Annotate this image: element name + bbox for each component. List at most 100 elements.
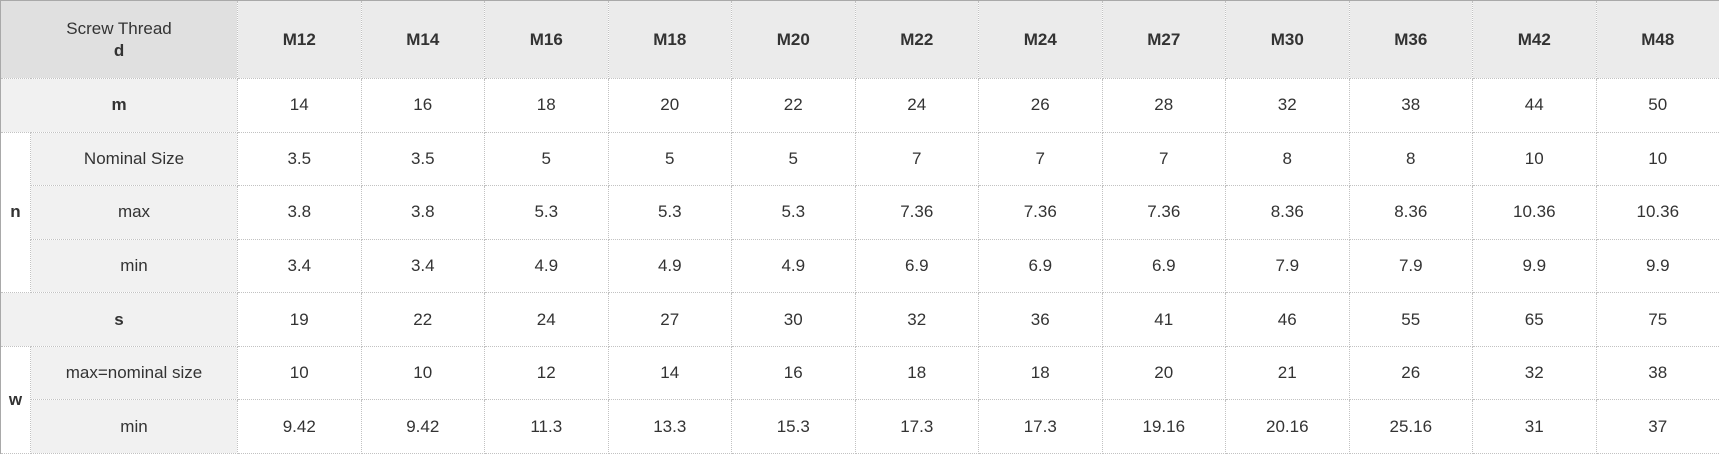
value-cell: 5.3 xyxy=(607,185,733,240)
value-cell: 31 xyxy=(1472,399,1597,454)
value-cell: 8 xyxy=(1348,131,1474,187)
value-cell: 5 xyxy=(731,131,856,187)
value-cell: 22 xyxy=(731,78,856,133)
value-cell: 21 xyxy=(1225,345,1350,401)
value-cell: 50 xyxy=(1595,78,1719,133)
value-cell: 7 xyxy=(854,131,980,187)
value-cell: 38 xyxy=(1348,78,1474,133)
value-cell: 37 xyxy=(1595,399,1719,454)
value-cell: 32 xyxy=(854,292,980,347)
value-cell: 18 xyxy=(978,345,1103,401)
value-cell: 3.8 xyxy=(360,185,486,240)
value-cell: 26 xyxy=(978,78,1103,133)
value-cell: 5 xyxy=(607,131,733,187)
value-cell: 8 xyxy=(1225,131,1350,187)
value-cell: 9.42 xyxy=(360,399,486,454)
value-cell: 20 xyxy=(607,78,733,133)
value-cell: 7 xyxy=(1101,131,1227,187)
value-cell: 7.36 xyxy=(854,185,980,240)
value-cell: 36 xyxy=(978,292,1103,347)
row-label: m xyxy=(0,78,239,133)
value-cell: 6.9 xyxy=(1101,238,1227,294)
column-header-m36: M36 xyxy=(1348,0,1474,79)
value-cell: 7.9 xyxy=(1348,238,1474,294)
value-cell: 20.16 xyxy=(1225,399,1350,454)
value-cell: 25.16 xyxy=(1348,399,1474,454)
value-cell: 14 xyxy=(607,345,733,401)
value-cell: 30 xyxy=(731,292,856,347)
table-row: m 14 16 18 20 22 24 26 28 32 38 44 50 xyxy=(0,78,1719,133)
value-cell: 9.9 xyxy=(1595,238,1719,294)
value-cell: 10.36 xyxy=(1472,185,1597,240)
value-cell: 5.3 xyxy=(484,185,609,240)
value-cell: 15.3 xyxy=(731,399,856,454)
row-label: min xyxy=(29,399,239,454)
value-cell: 18 xyxy=(854,345,980,401)
table-body: m 14 16 18 20 22 24 26 28 32 38 44 50 n Nominal Size 3.… xyxy=(0,78,1719,454)
value-cell: 41 xyxy=(1101,292,1227,347)
row-label: min xyxy=(29,238,239,294)
value-cell: 26 xyxy=(1348,345,1474,401)
corner-symbol: d xyxy=(113,40,125,60)
value-cell: 28 xyxy=(1101,78,1227,133)
value-cell: 18 xyxy=(484,78,609,133)
value-cell: 7.9 xyxy=(1225,238,1350,294)
value-cell: 44 xyxy=(1472,78,1597,133)
value-cell: 6.9 xyxy=(978,238,1103,294)
value-cell: 22 xyxy=(360,292,486,347)
table-row: max 3.8 3.8 5.3 5.3 5.3 7.36 7.36 7.36 8.36 8.36 10… xyxy=(1,185,1719,240)
group-label-n: n xyxy=(0,131,31,294)
corner-cell: Screw Thread d xyxy=(0,0,239,79)
value-cell: 17.3 xyxy=(854,399,980,454)
value-cell: 8.36 xyxy=(1348,185,1474,240)
table-row: s 19 22 24 27 30 32 36 41 46 55 65 75 xyxy=(0,292,1719,347)
row-label: max xyxy=(29,185,239,240)
value-cell: 10 xyxy=(1472,131,1597,187)
row-label: max=nominal size xyxy=(29,345,239,401)
column-header-m20: M20 xyxy=(731,0,856,79)
value-cell: 3.5 xyxy=(360,131,486,187)
value-cell: 12 xyxy=(484,345,609,401)
value-cell: 8.36 xyxy=(1225,185,1350,240)
value-cell: 5 xyxy=(484,131,609,187)
value-cell: 24 xyxy=(484,292,609,347)
column-header-m22: M22 xyxy=(854,0,980,79)
column-header-m14: M14 xyxy=(360,0,486,79)
table-row: min 9.42 9.42 11.3 13.3 15.3 17.3 17.3 19.16 20.1… xyxy=(1,399,1719,454)
value-cell: 75 xyxy=(1595,292,1719,347)
value-cell: 16 xyxy=(731,345,856,401)
column-header-m48: M48 xyxy=(1595,0,1719,79)
value-cell: 3.8 xyxy=(237,185,362,240)
value-cell: 9.42 xyxy=(237,399,362,454)
corner-title: Screw Thread xyxy=(66,18,172,38)
column-header-m16: M16 xyxy=(484,0,609,79)
column-header-m27: M27 xyxy=(1101,0,1227,79)
column-header-m18: M18 xyxy=(607,0,733,79)
value-cell: 6.9 xyxy=(854,238,980,294)
value-cell: 19.16 xyxy=(1101,399,1227,454)
value-cell: 7.36 xyxy=(978,185,1103,240)
value-cell: 7.36 xyxy=(1101,185,1227,240)
header-row: Screw Thread d M12 M14 M16 M18 M20 M22 M24 M27 M… xyxy=(0,0,1719,79)
value-cell: 4.9 xyxy=(607,238,733,294)
column-header-m42: M42 xyxy=(1472,0,1597,79)
value-cell: 13.3 xyxy=(607,399,733,454)
value-cell: 24 xyxy=(854,78,980,133)
value-cell: 10.36 xyxy=(1595,185,1719,240)
value-cell: 5.3 xyxy=(731,185,856,240)
group-label-w: w xyxy=(0,345,31,454)
value-cell: 3.4 xyxy=(237,238,362,294)
column-header-m24: M24 xyxy=(978,0,1103,79)
table-row: min 3.4 3.4 4.9 4.9 4.9 6.9 6.9 6.9 7.9 7.9 9.9 9.9 xyxy=(1,238,1719,294)
value-cell: 4.9 xyxy=(731,238,856,294)
value-cell: 10 xyxy=(1595,131,1719,187)
table-row: w max=nominal size 10 10 12 14 16 18 18 20 21 26 32 3… xyxy=(0,345,1719,454)
value-cell: 32 xyxy=(1472,345,1597,401)
table-row: n Nominal Size 3.5 3.5 5 5 5 7 7 7 8 8 10 10 xyxy=(0,131,1719,294)
value-cell: 7 xyxy=(978,131,1103,187)
value-cell: 9.9 xyxy=(1472,238,1597,294)
value-cell: 10 xyxy=(360,345,486,401)
value-cell: 16 xyxy=(360,78,486,133)
